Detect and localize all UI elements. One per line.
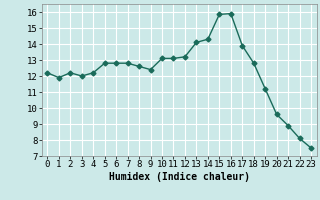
X-axis label: Humidex (Indice chaleur): Humidex (Indice chaleur) [109, 172, 250, 182]
